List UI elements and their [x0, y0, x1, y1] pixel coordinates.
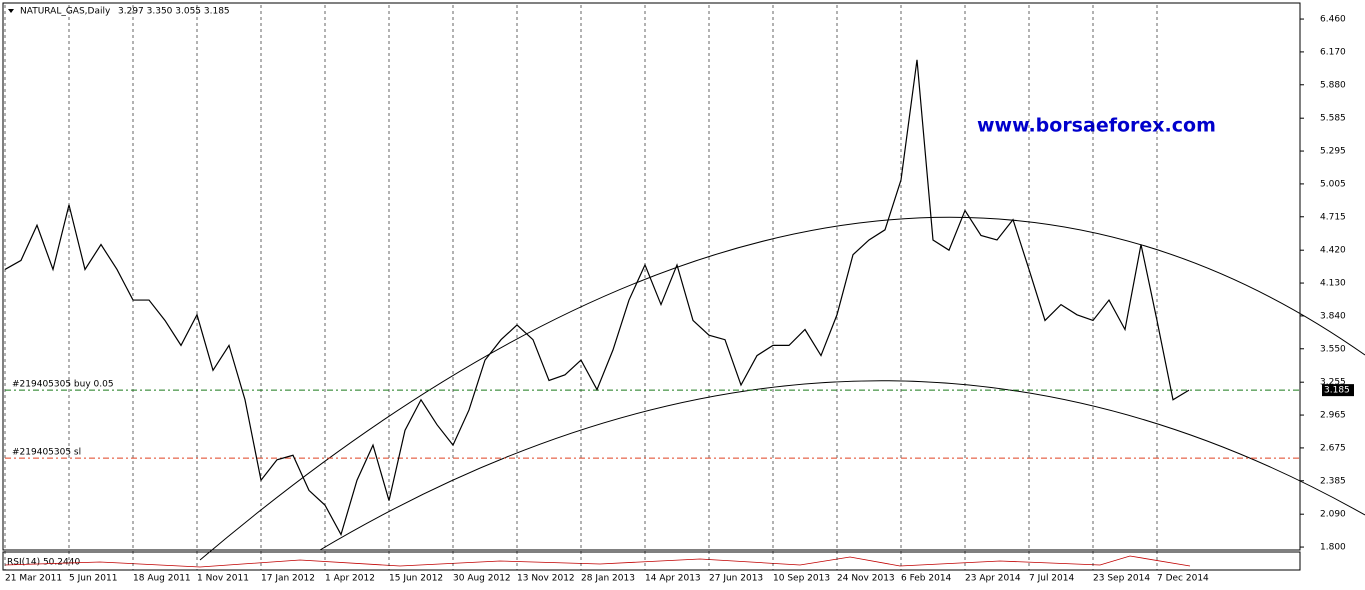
y-tick-label: 4.130 [1320, 279, 1346, 289]
x-tick-label: 23 Sep 2014 [1093, 574, 1150, 584]
menu-arrow[interactable] [8, 9, 14, 13]
indicator-frame [2, 551, 1301, 571]
x-tick-label: 15 Jun 2012 [389, 574, 443, 584]
x-tick-label: 24 Nov 2013 [837, 574, 895, 584]
indicator-label: RSI(14) 50.2440 [7, 558, 80, 568]
upper-arc [199, 216, 1365, 561]
x-tick-label: 1 Apr 2012 [325, 574, 375, 584]
x-tick-label: 23 Apr 2014 [965, 574, 1021, 584]
y-tick-label: 3.255 [1320, 378, 1346, 388]
y-tick-label: 2.675 [1320, 443, 1346, 453]
y-tick-label: 2.090 [1320, 510, 1346, 520]
y-tick-label: 5.005 [1320, 179, 1346, 189]
last-price-label: 3.185 [1324, 386, 1350, 396]
rsi-line [4, 555, 1191, 568]
y-tick-label: 1.800 [1320, 543, 1346, 553]
symbol-title: NATURAL_GAS,Daily [20, 7, 111, 17]
x-tick-label: 18 Aug 2011 [133, 574, 191, 584]
x-tick-label: 17 Jan 2012 [261, 574, 315, 584]
y-tick-label: 5.880 [1320, 80, 1346, 90]
x-tick-label: 28 Jan 2013 [581, 574, 635, 584]
x-tick-label: 13 Nov 2012 [517, 574, 575, 584]
ohlc-text: 3.297 3.350 3.055 3.185 [118, 7, 230, 17]
y-tick-label: 4.715 [1320, 212, 1346, 222]
price-line [4, 59, 1190, 537]
y-tick-label: 5.295 [1320, 147, 1346, 157]
x-tick-label: 21 Mar 2011 [5, 574, 62, 584]
y-tick-label: 6.170 [1320, 47, 1346, 57]
y-tick-label: 3.840 [1320, 311, 1346, 321]
drawn-arcs [199, 216, 1365, 561]
y-tick-label: 5.585 [1320, 114, 1346, 124]
x-tick-label: 5 Jun 2011 [69, 574, 117, 584]
y-tick-label: 4.420 [1320, 246, 1346, 256]
watermark: www.borsaeforex.com [977, 115, 1216, 137]
y-tick-label: 3.550 [1320, 344, 1346, 354]
x-tick-label: 7 Jul 2014 [1029, 574, 1074, 584]
x-tick-label: 27 Jun 2013 [709, 574, 763, 584]
x-tick-label: 6 Feb 2014 [901, 574, 952, 584]
y-tick-label: 6.460 [1320, 15, 1346, 25]
level-label: #219405305 buy 0.05 [12, 380, 114, 390]
x-tick-label: 1 Nov 2011 [197, 574, 249, 584]
x-tick-label: 10 Sep 2013 [773, 574, 830, 584]
y-tick-label: 2.385 [1320, 476, 1346, 486]
x-tick-label: 30 Aug 2012 [453, 574, 511, 584]
level-label: #219405305 sl [12, 448, 81, 458]
x-tick-label: 7 Dec 2014 [1157, 574, 1209, 584]
lower-arc [319, 380, 1365, 551]
last-price-box [1322, 384, 1354, 397]
y-tick-label: 2.965 [1320, 411, 1346, 421]
x-tick-label: 14 Apr 2013 [645, 574, 701, 584]
